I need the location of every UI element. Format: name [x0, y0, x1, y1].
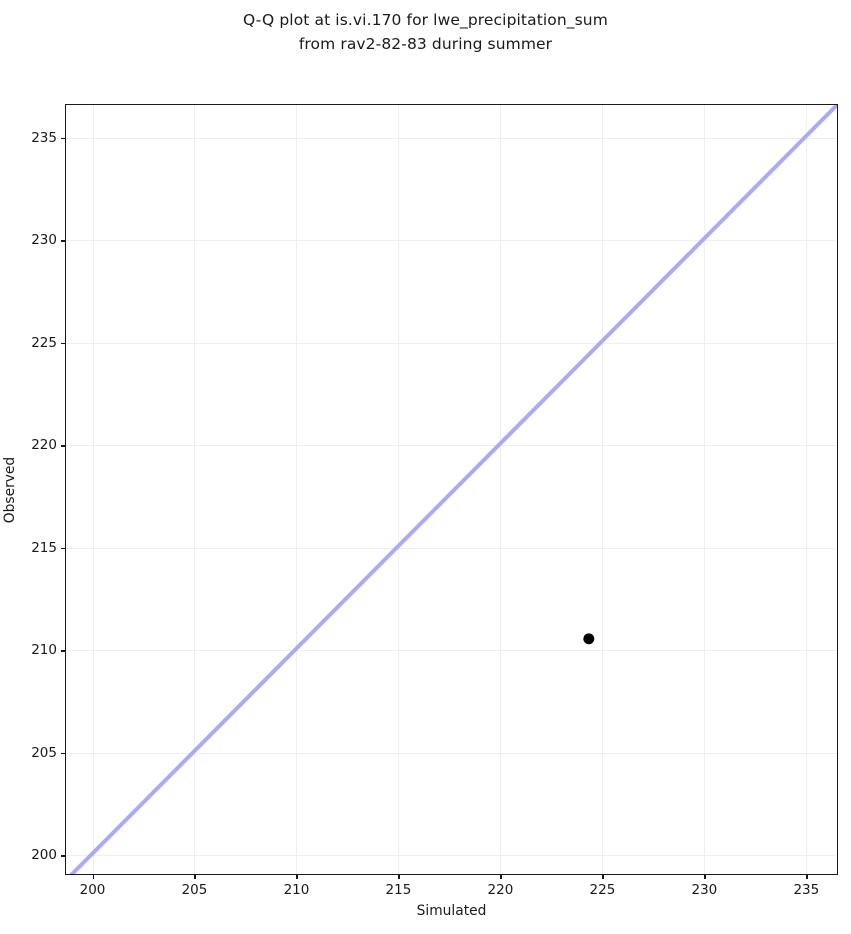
- one-to-one-reference-line: [69, 105, 837, 874]
- x-tick-mark: [194, 874, 196, 879]
- scatter-series-group: [583, 633, 595, 645]
- y-tick-mark: [61, 752, 66, 755]
- gridline-horizontal: [66, 240, 837, 242]
- gridline-vertical: [704, 105, 706, 874]
- y-tick-mark: [61, 855, 66, 857]
- x-tick-label: 215: [385, 882, 412, 898]
- plot-surface: [66, 105, 837, 874]
- x-tick-label: 235: [793, 882, 820, 898]
- x-tick-label: 210: [283, 882, 310, 898]
- x-tick-mark: [704, 874, 706, 879]
- y-tick-mark: [61, 547, 66, 550]
- y-tick-label: 205: [31, 744, 57, 761]
- y-tick-mark: [61, 342, 66, 345]
- y-tick-label: 235: [31, 129, 57, 146]
- x-tick-mark: [398, 874, 400, 879]
- x-tick-label: 225: [589, 882, 616, 898]
- gridline-vertical: [296, 105, 298, 874]
- gridline-horizontal: [66, 445, 837, 447]
- gridline-vertical: [194, 105, 196, 874]
- gridline-vertical: [398, 105, 400, 874]
- y-axis-label: Observed: [0, 104, 20, 875]
- y-tick-label: 215: [31, 539, 57, 556]
- gridline-vertical: [602, 105, 604, 874]
- y-axis-label-text: Observed: [2, 456, 19, 523]
- x-tick-label: 220: [487, 882, 514, 898]
- x-tick-label: 230: [691, 882, 718, 898]
- x-axis-label: Simulated: [416, 903, 487, 919]
- gridline-vertical: [92, 105, 94, 874]
- page-title: Q-Q plot at is.vi.170 for lwe_precipitat…: [243, 11, 608, 53]
- x-tick-mark: [806, 874, 808, 879]
- x-tick-label: 200: [79, 882, 106, 898]
- y-tick-label: 230: [31, 232, 57, 249]
- plot-axes: 200 205 210 215 220 225 230 235 200 205 210 215 220…: [31, 104, 838, 898]
- gridline-vertical: [806, 105, 808, 874]
- gridline-horizontal: [66, 547, 837, 549]
- x-tick-mark: [296, 874, 298, 879]
- x-tick-label: 205: [181, 882, 208, 898]
- gridline-horizontal: [66, 855, 837, 857]
- y-tick-mark: [61, 445, 66, 447]
- y-tick-label: 225: [31, 334, 57, 351]
- y-tick-mark: [61, 137, 66, 139]
- gridline-horizontal: [66, 752, 837, 754]
- y-tick-label: 200: [31, 847, 57, 864]
- y-tick-mark: [61, 240, 66, 242]
- x-tick-mark: [500, 874, 502, 879]
- gridline-horizontal: [66, 137, 837, 139]
- data-point-marker: [583, 633, 595, 645]
- gridline-vertical: [500, 105, 502, 874]
- x-tick-mark: [602, 874, 604, 879]
- y-tick-mark: [61, 650, 66, 652]
- y-tick-label: 220: [31, 437, 57, 454]
- y-tick-label: 210: [31, 642, 57, 659]
- data-layer: [69, 105, 837, 874]
- gridline-horizontal: [66, 342, 837, 344]
- line-series-group: [69, 105, 837, 874]
- x-tick-mark: [92, 874, 94, 879]
- gridline-horizontal: [66, 650, 837, 652]
